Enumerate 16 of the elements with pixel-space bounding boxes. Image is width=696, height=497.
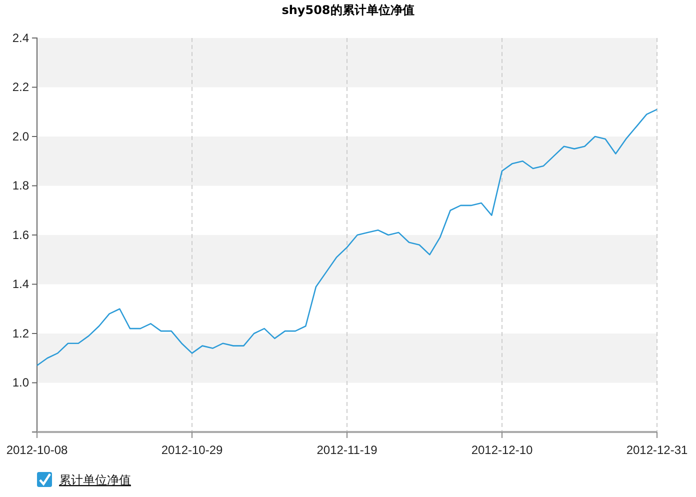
y-tick-label: 2.2 [12,80,30,94]
y-tick-label: 1.4 [12,277,30,292]
chart-title: shy508的累计单位净值 [282,3,414,17]
y-tick-label: 2.0 [12,129,30,144]
legend-label: 累计单位净值 [59,473,131,487]
x-tick-label: 2012-11-19 [316,443,378,458]
y-tick-label: 2.4 [12,30,30,45]
x-tick-label: 2012-12-31 [626,443,688,458]
x-tick-label: 2012-12-10 [471,443,534,458]
line-series [36,108,658,366]
y-tick-label: 1.8 [12,178,30,193]
x-tick-label: 2012-10-29 [161,443,224,458]
x-tick-label: 2012-10-08 [6,443,68,458]
y-tick-label: 1.6 [12,228,30,242]
y-tick-label: 1.0 [12,376,30,390]
y-tick-label: 1.2 [12,326,30,340]
